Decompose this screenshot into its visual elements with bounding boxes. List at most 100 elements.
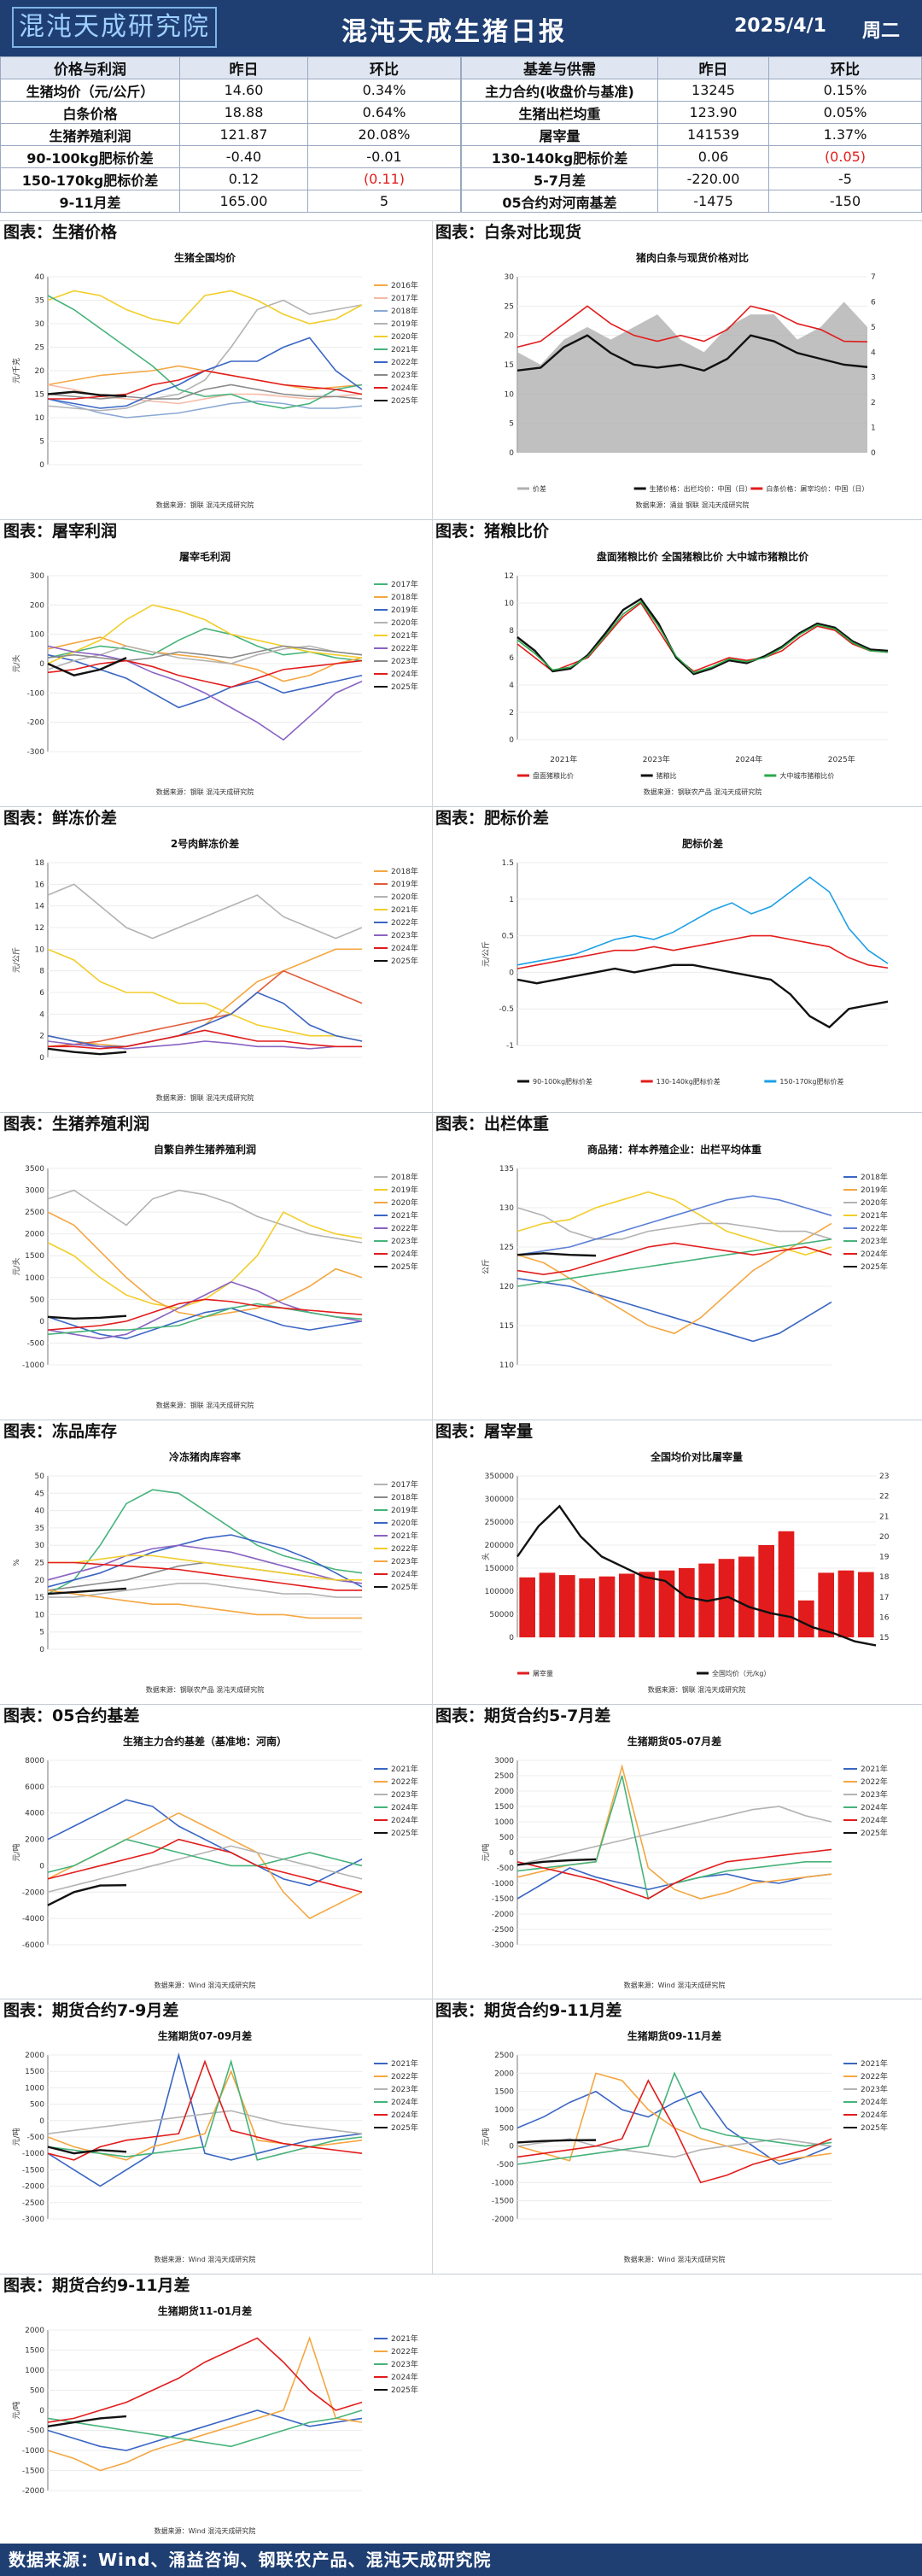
- table-header: 昨日: [657, 56, 769, 79]
- legend-label: 2019年: [391, 605, 418, 615]
- legend-label: 2024年: [391, 1815, 418, 1825]
- report-header: 混沌天成研究院 混沌天成生猪日报 2025/4/1 周二: [0, 0, 922, 56]
- legend-label: 2020年: [391, 892, 418, 902]
- y-tick-label: -2500: [22, 2199, 44, 2208]
- table-row: 主力合约(收盘价与基准) 13245 0.15%: [461, 79, 922, 102]
- legend-label: 130-140kg肥标价差: [656, 1077, 721, 1086]
- y-tick-label: 0: [509, 969, 514, 977]
- column-divider: [432, 220, 433, 2274]
- chart-slaughter-profit: 屠宰毛利润 -300 -200 -100 0 100 200 300 元/头 2017年 2018年…: [12, 550, 418, 796]
- y-tick-label: 12: [505, 572, 514, 581]
- series-line: [516, 334, 868, 372]
- series-line: [516, 601, 889, 672]
- series-line: [516, 2138, 832, 2158]
- series-line: [47, 398, 363, 419]
- section-title: 图表：白条对比现货: [432, 220, 922, 243]
- y-tick-label: 100: [30, 631, 44, 640]
- series-line: [47, 1314, 127, 1320]
- chart-title: 2号肉鲜冻价差: [171, 837, 239, 850]
- y2-tick-label: 18: [879, 1573, 890, 1582]
- table-cell-change: 0.05%: [768, 101, 922, 124]
- series-line: [516, 1858, 597, 1866]
- legend-label: 白条价格：屠宰均价：中国（日）: [766, 484, 868, 493]
- series-line: [516, 1806, 832, 1866]
- series-line: [47, 290, 363, 325]
- y-tick-label: 50000: [489, 1611, 514, 1619]
- y-tick-label: -3000: [22, 2216, 44, 2224]
- legend-label: 2024年: [861, 2110, 888, 2120]
- chart-source: 数据来源：钢联 混沌天成研究院: [156, 1093, 254, 1102]
- table-cell-label: 150-170kg肥标价差: [0, 167, 180, 190]
- y-tick-label: 130: [499, 1204, 514, 1213]
- table-header: 昨日: [179, 56, 308, 79]
- report-weekday: 周二: [862, 20, 901, 42]
- table-cell-label: 9-11月差: [0, 190, 180, 213]
- series-line: [47, 883, 363, 940]
- table-cell-value: -220.00: [657, 167, 769, 190]
- y-tick-label: -1000: [22, 2447, 44, 2456]
- legend-label: 生猪价格：出栏均价：中国（日）: [650, 484, 752, 493]
- y2-tick-label: 19: [879, 1554, 890, 1562]
- y-tick-label: 250000: [485, 1519, 515, 1527]
- y2-tick-label: 3: [871, 374, 876, 383]
- y-tick-label: -1: [506, 1042, 514, 1051]
- table-row: 90-100kg肥标价差 -0.40 -0.01: [0, 145, 461, 168]
- y-tick-label: 500: [30, 2101, 44, 2110]
- legend-label: 2020年: [391, 1518, 418, 1528]
- y-tick-label: 2000: [494, 2070, 514, 2078]
- section-title: 图表：期货合约9-11月差: [432, 1999, 922, 2021]
- y2-tick-label: 0: [871, 449, 876, 458]
- y-tick-label: 2500: [494, 2052, 514, 2060]
- y-tick-label: 10: [35, 1611, 45, 1619]
- chart-title: 屠宰毛利润: [179, 550, 230, 563]
- table-row: 生猪养殖利润 121.87 20.08%: [0, 123, 461, 146]
- y-tick-label: 40: [35, 273, 45, 282]
- legend-label: 2020年: [391, 331, 418, 342]
- y-tick-label: -6000: [22, 1941, 44, 1950]
- series-line: [47, 657, 127, 676]
- legend-label: 2025年: [861, 2122, 888, 2133]
- series-line: [516, 2072, 832, 2162]
- legend-label: 2025年: [861, 1262, 888, 1272]
- legend-label: 2022年: [391, 917, 418, 928]
- bar: [858, 1572, 874, 1637]
- series-line: [47, 659, 363, 688]
- y-tick-label: 25: [35, 1560, 44, 1568]
- y-tick-label: 0: [39, 1646, 44, 1654]
- bar: [758, 1545, 774, 1637]
- legend-label: 2018年: [391, 592, 418, 602]
- chart-source: 数据来源：Wind 混沌天成研究院: [624, 1981, 726, 1989]
- legend-label: 2020年: [391, 618, 418, 628]
- chart-9-11-spread: 生猪期货09-11月差 -2000 -1500 -1000 -500 0 500 1000 15…: [481, 2029, 888, 2263]
- legend-label: 2020年: [391, 1197, 418, 1208]
- series-line: [516, 934, 889, 969]
- legend-label: 2018年: [391, 1492, 418, 1502]
- series-line: [47, 1189, 363, 1244]
- series-line: [47, 1298, 363, 1331]
- y-tick-label: 3500: [25, 1165, 44, 1174]
- table-cell-change: (0.05): [768, 145, 922, 168]
- legend-label: 2022年: [391, 2071, 418, 2081]
- chart-title: 商品猪：样本养殖企业：出栏平均体重: [587, 1143, 762, 1156]
- legend-label: 2024年: [861, 1249, 888, 1259]
- y2-tick-label: 15: [879, 1634, 889, 1642]
- chart-source: 数据来源：Wind 混沌天成研究院: [624, 2255, 726, 2263]
- chart-source: 数据来源：钢联农产品 混沌天成研究院: [146, 1685, 265, 1694]
- y-tick-label: 6: [39, 989, 44, 998]
- legend-label: 2025年: [391, 1582, 418, 1592]
- series-line: [47, 2409, 363, 2451]
- chart-title: 肥标价差: [682, 837, 723, 850]
- legend-label: 2018年: [391, 866, 418, 876]
- y-tick-label: 1500: [25, 1252, 44, 1261]
- table-cell-label: 生猪养殖利润: [0, 123, 180, 146]
- table-row: 生猪均价（元/公斤） 14.60 0.34%: [0, 79, 461, 102]
- series-line: [48, 1583, 362, 1598]
- y-axis-label: 头: [481, 1553, 491, 1560]
- series-line: [47, 299, 363, 412]
- legend-label: 2020年: [861, 1197, 888, 1208]
- y-tick-label: 1000: [494, 1818, 514, 1827]
- table-cell-change: -150: [768, 190, 922, 213]
- y-tick-label: 6000: [25, 1783, 44, 1792]
- legend-label: 大中城市猪粮比价: [779, 771, 834, 780]
- y-tick-label: 500: [30, 2387, 44, 2396]
